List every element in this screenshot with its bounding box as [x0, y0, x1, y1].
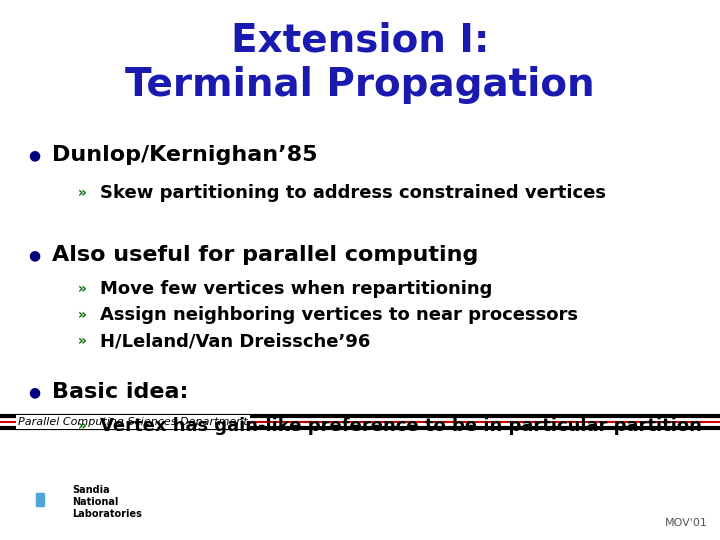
Text: ●: ●: [28, 148, 40, 162]
Text: Dunlop/Kernighan’85: Dunlop/Kernighan’85: [52, 145, 318, 165]
Text: Skew partitioning to address constrained vertices: Skew partitioning to address constrained…: [100, 184, 606, 202]
Text: ●: ●: [28, 248, 40, 262]
Text: Basic idea:: Basic idea:: [52, 382, 189, 402]
Text: Terminal Propagation: Terminal Propagation: [125, 66, 595, 104]
Text: Parallel Computing Sciences Department: Parallel Computing Sciences Department: [18, 417, 248, 427]
Text: Also useful for parallel computing: Also useful for parallel computing: [52, 245, 478, 265]
Text: »: »: [78, 186, 87, 200]
Text: Sandia
National
Laboratories: Sandia National Laboratories: [72, 485, 142, 518]
Text: Extension I:: Extension I:: [230, 21, 490, 59]
Bar: [36, 492, 44, 506]
Text: H/Leland/Van Dreissche’96: H/Leland/Van Dreissche’96: [100, 332, 370, 350]
Text: »: »: [78, 419, 87, 433]
Text: »: »: [78, 308, 87, 322]
Text: ●: ●: [28, 385, 40, 399]
Text: »: »: [78, 334, 87, 348]
Circle shape: [34, 477, 47, 490]
Text: Vertex has gain-like preference to be in particular partition: Vertex has gain-like preference to be in…: [100, 417, 702, 435]
Text: »: »: [78, 282, 87, 296]
Text: Assign neighboring vertices to near processors: Assign neighboring vertices to near proc…: [100, 306, 578, 324]
Text: Move few vertices when repartitioning: Move few vertices when repartitioning: [100, 280, 492, 298]
Text: MOV'01: MOV'01: [665, 518, 708, 528]
Bar: [22, 492, 36, 520]
Bar: [44, 492, 58, 520]
